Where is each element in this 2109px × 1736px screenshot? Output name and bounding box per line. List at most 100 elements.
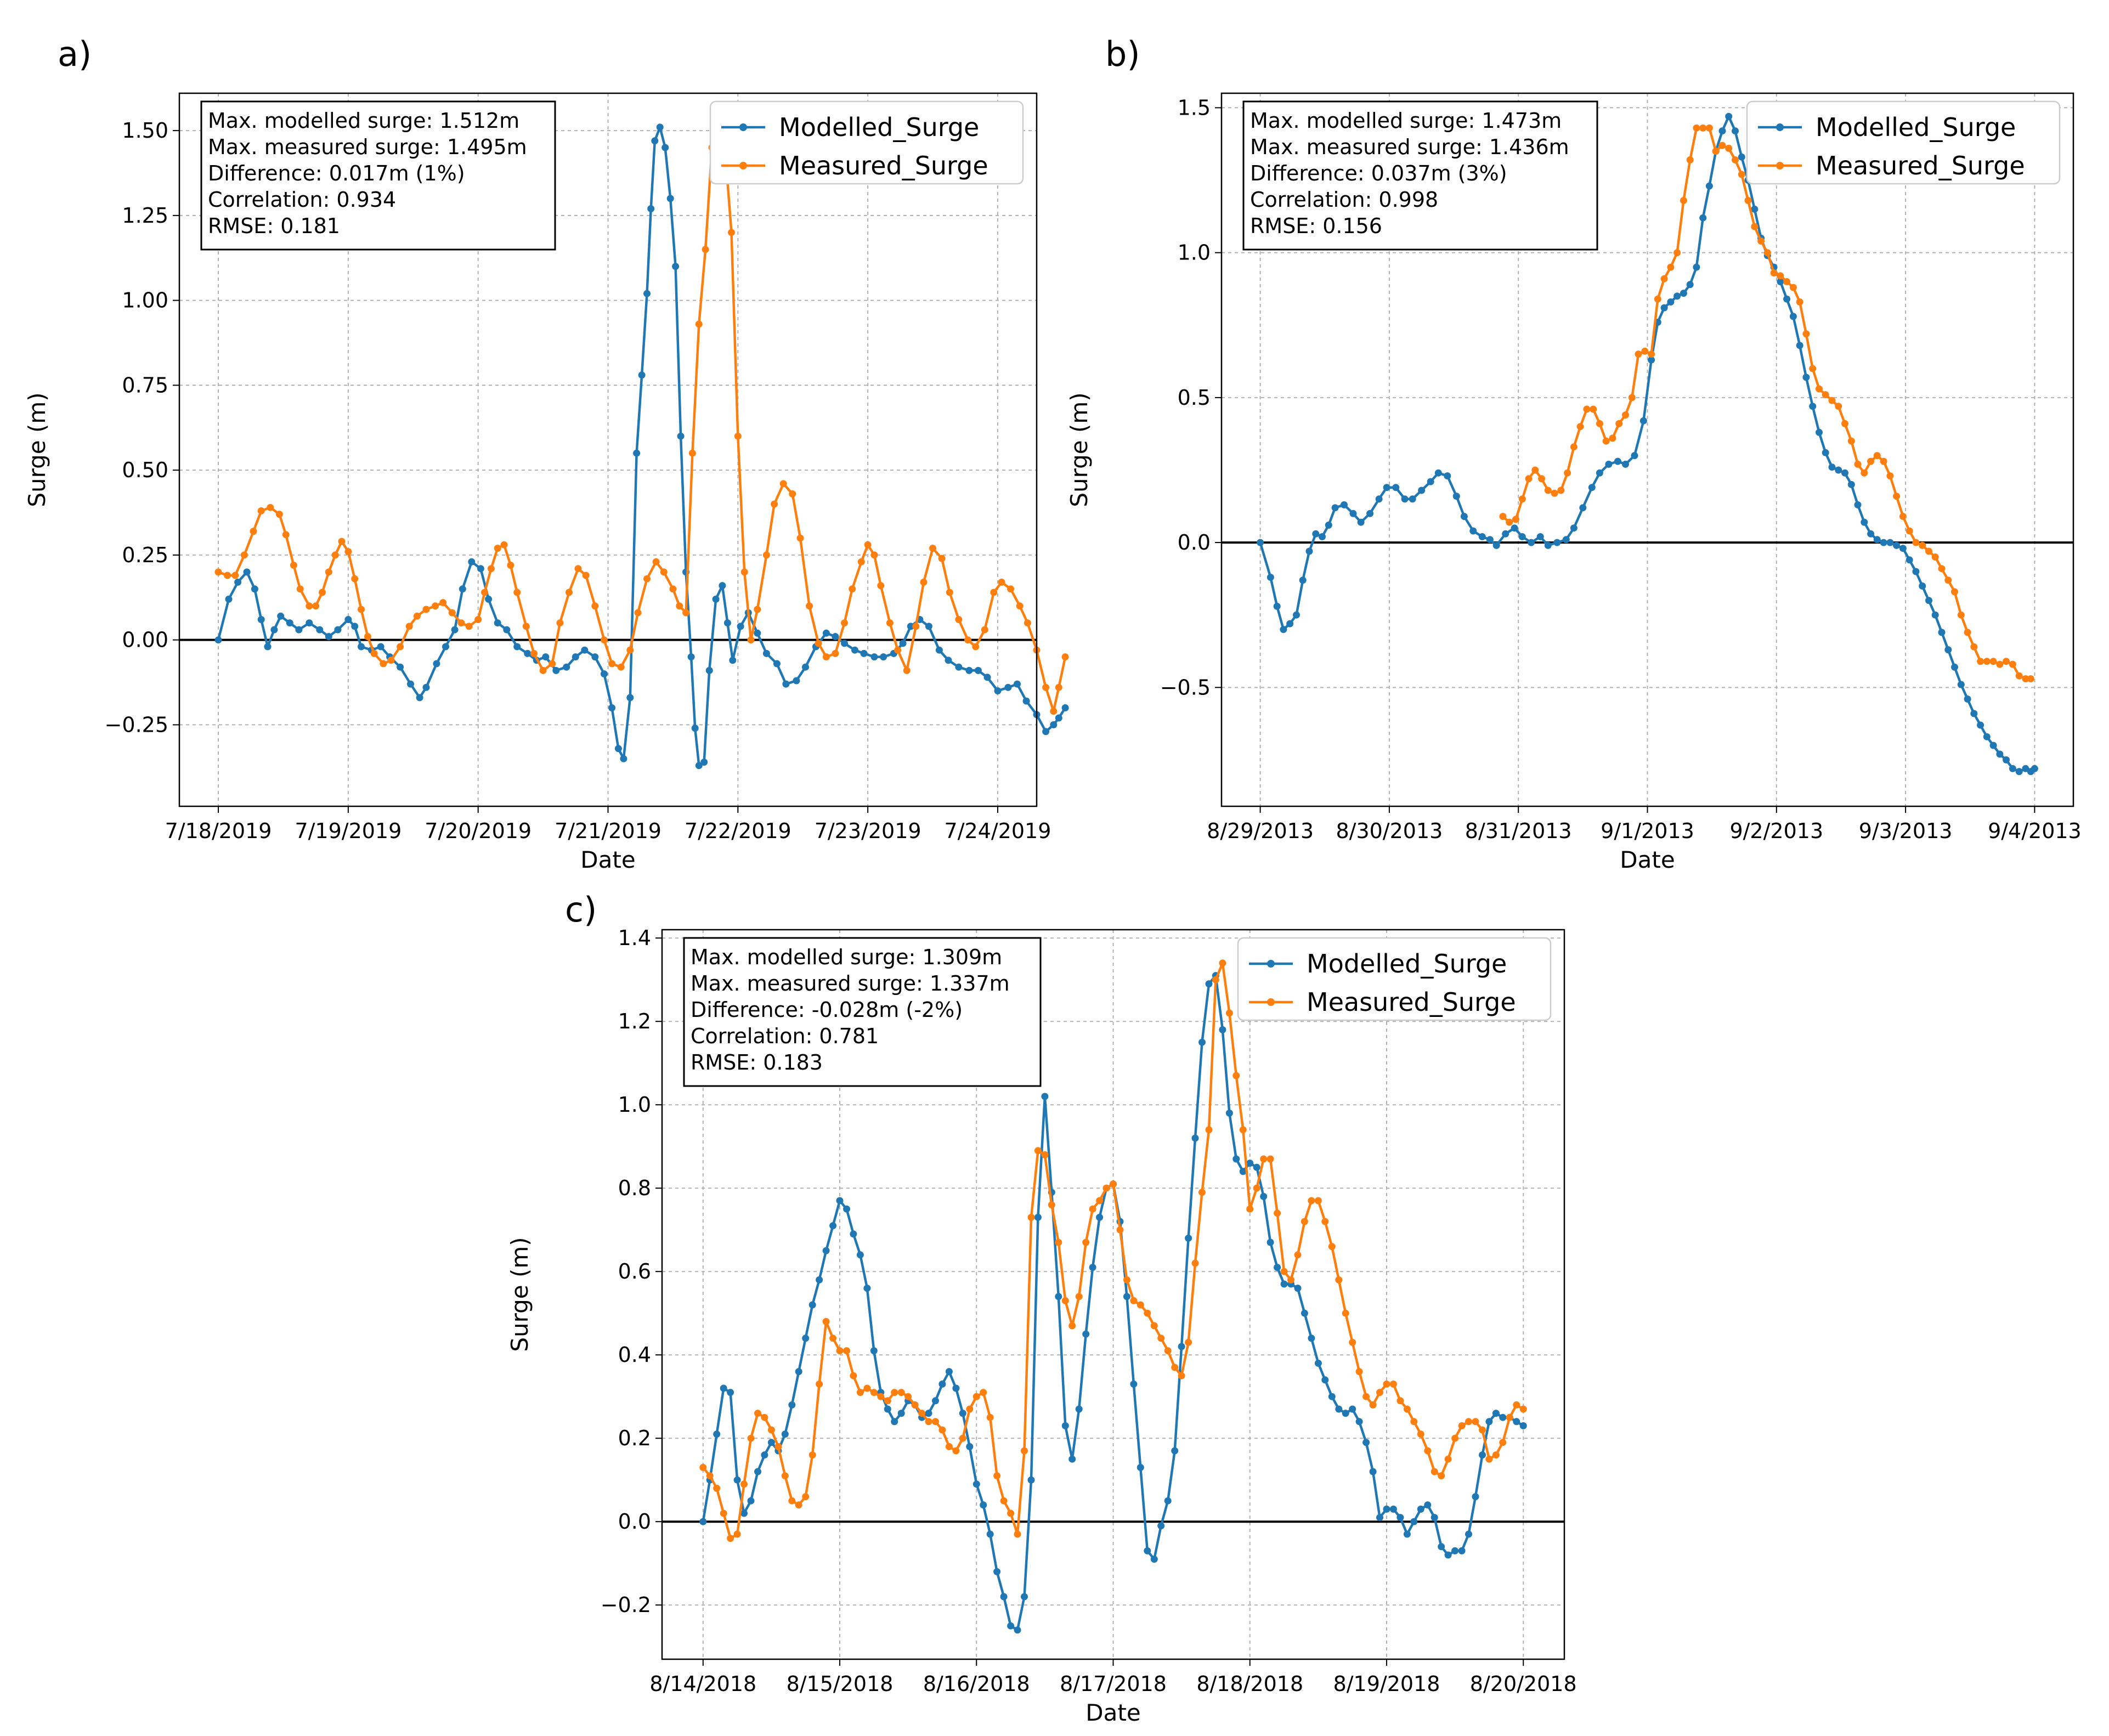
data-point-measured-surge <box>1847 437 1855 445</box>
y-tick-label: 0.0 <box>1178 530 1211 555</box>
data-point-modelled-surge <box>891 1418 898 1426</box>
data-point-measured-surge <box>1068 1322 1076 1330</box>
data-point-measured-surge <box>1403 1405 1411 1413</box>
data-point-measured-surge <box>549 660 556 668</box>
data-point-modelled-surge <box>945 1368 953 1376</box>
data-point-modelled-surge <box>1880 539 1887 546</box>
data-point-modelled-surge <box>1816 428 1823 436</box>
data-point-modelled-surge <box>600 670 608 678</box>
data-point-measured-surge <box>740 568 748 576</box>
data-point-modelled-surge <box>1328 1393 1336 1400</box>
data-point-measured-surge <box>720 1509 727 1517</box>
data-point-modelled-surge <box>1096 1213 1104 1221</box>
data-point-measured-surge <box>1977 658 1984 665</box>
data-point-measured-surge <box>591 602 599 610</box>
data-point-measured-surge <box>1712 148 1720 155</box>
legend-swatch-marker <box>1267 998 1275 1006</box>
data-point-modelled-surge <box>699 1518 707 1525</box>
data-point-measured-surge <box>282 531 290 539</box>
legend-entry-label: Modelled_Surge <box>1816 112 2016 142</box>
x-tick-label: 7/22/2019 <box>685 819 791 843</box>
data-point-measured-surge <box>1499 1439 1507 1446</box>
data-point-measured-surge <box>1355 1368 1363 1376</box>
stats-line: Difference: 0.037m (3%) <box>1250 161 1507 185</box>
data-point-measured-surge <box>1219 959 1226 967</box>
data-point-modelled-surge <box>832 633 839 640</box>
data-point-measured-surge <box>771 500 778 508</box>
data-point-modelled-surge <box>1000 1593 1008 1601</box>
data-point-measured-surge <box>1970 643 1978 651</box>
data-point-modelled-surge <box>306 619 313 627</box>
data-point-measured-surge <box>513 589 521 596</box>
data-point-measured-surge <box>1551 489 1558 497</box>
data-point-measured-surge <box>1479 1426 1486 1434</box>
data-point-modelled-surge <box>781 1430 789 1438</box>
data-point-modelled-surge <box>1579 504 1587 512</box>
data-point-modelled-surge <box>1273 602 1281 610</box>
data-point-modelled-surge <box>647 205 655 212</box>
data-point-modelled-surge <box>251 585 258 593</box>
data-point-modelled-surge <box>1458 1547 1466 1554</box>
data-point-measured-surge <box>1828 397 1836 404</box>
data-point-measured-surge <box>290 562 297 569</box>
data-point-modelled-surge <box>626 694 634 702</box>
y-tick-label: 0.2 <box>618 1426 651 1450</box>
data-point-modelled-surge <box>358 643 365 651</box>
data-point-modelled-surge <box>907 623 914 630</box>
data-point-modelled-surge <box>1239 1168 1247 1175</box>
data-point-modelled-surge <box>316 626 324 634</box>
data-point-modelled-surge <box>822 1247 830 1254</box>
data-point-modelled-surge <box>614 745 622 753</box>
data-point-modelled-surge <box>1822 449 1829 456</box>
data-point-modelled-surge <box>843 1205 850 1213</box>
data-point-measured-surge <box>938 555 946 562</box>
data-point-modelled-surge <box>1034 1213 1042 1221</box>
data-point-measured-surge <box>1137 1301 1144 1309</box>
data-point-modelled-surge <box>1893 541 1901 549</box>
data-point-measured-surge <box>702 246 709 253</box>
data-point-modelled-surge <box>720 1384 727 1392</box>
data-point-measured-surge <box>413 612 421 620</box>
data-point-modelled-surge <box>1660 304 1668 312</box>
y-axis-label: Surge (m) <box>1066 392 1093 507</box>
data-point-modelled-surge <box>1777 278 1784 285</box>
data-point-modelled-surge <box>1479 1451 1486 1459</box>
data-point-modelled-surge <box>243 568 251 576</box>
data-point-measured-surge <box>1465 1418 1472 1426</box>
data-point-modelled-surge <box>1061 1422 1069 1429</box>
x-tick-label: 9/2/2013 <box>1729 819 1823 843</box>
data-point-measured-surge <box>1492 1451 1500 1459</box>
data-point-measured-surge <box>1570 443 1577 451</box>
data-point-measured-surge <box>1130 1297 1138 1304</box>
data-point-modelled-surge <box>1430 1514 1438 1522</box>
y-tick-label: −0.2 <box>601 1593 651 1617</box>
data-point-measured-surge <box>980 1389 987 1396</box>
data-point-measured-surge <box>1583 405 1591 413</box>
data-point-measured-surge <box>1239 1126 1247 1134</box>
y-tick-label: 1.4 <box>618 926 651 950</box>
data-point-modelled-surge <box>1266 574 1274 581</box>
data-point-measured-surge <box>1938 565 1946 573</box>
data-point-modelled-surge <box>1570 524 1577 532</box>
data-point-modelled-surge <box>1861 518 1868 526</box>
data-point-modelled-surge <box>1605 460 1613 468</box>
data-point-modelled-surge <box>1931 611 1939 619</box>
data-point-modelled-surge <box>1383 1505 1390 1513</box>
stats-line: RMSE: 0.181 <box>208 214 340 238</box>
data-point-modelled-surge <box>754 629 761 637</box>
data-point-measured-surge <box>1164 1347 1172 1355</box>
data-point-measured-surge <box>250 528 257 535</box>
data-point-modelled-surge <box>1424 1501 1432 1509</box>
data-point-modelled-surge <box>1796 342 1803 349</box>
data-point-modelled-surge <box>633 449 641 457</box>
data-point-measured-surge <box>727 1535 734 1542</box>
stats-line: Max. modelled surge: 1.512m <box>208 109 519 133</box>
series-line-measured-surge <box>218 133 1067 713</box>
data-point-modelled-surge <box>270 626 278 634</box>
data-point-modelled-surge <box>1342 1410 1349 1417</box>
data-point-modelled-surge <box>1366 510 1374 517</box>
data-point-measured-surge <box>1110 1180 1117 1188</box>
data-point-modelled-surge <box>1553 539 1561 546</box>
data-point-measured-surge <box>877 1393 885 1400</box>
